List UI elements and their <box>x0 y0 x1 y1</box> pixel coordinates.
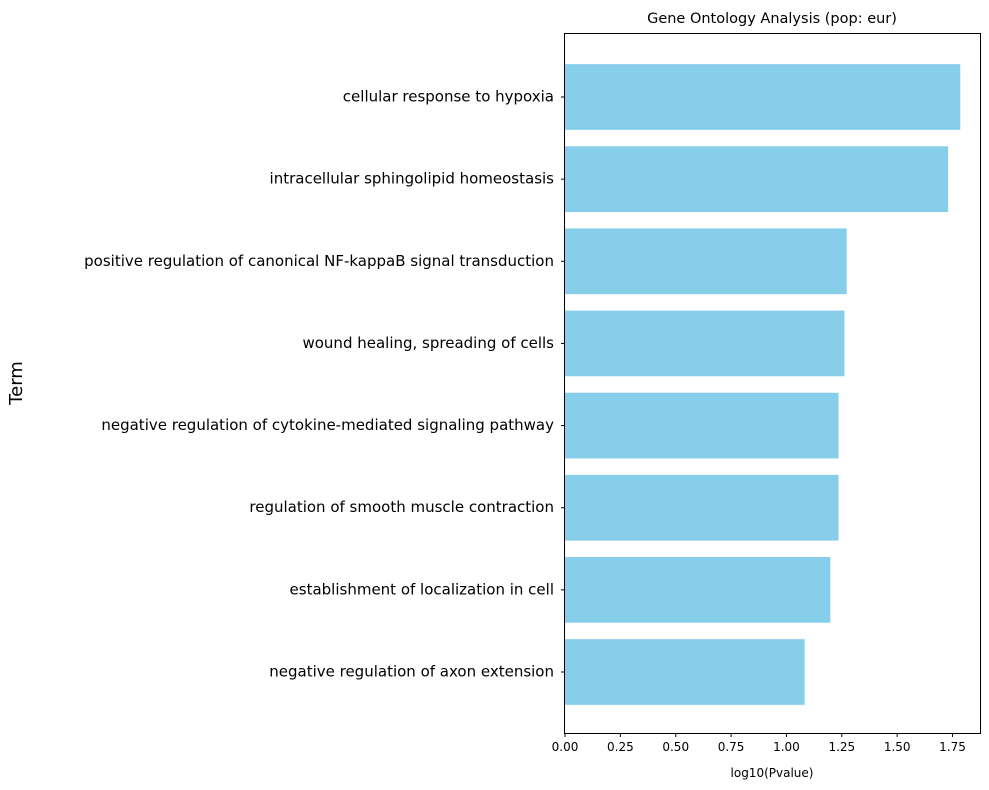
y-tick-label-4: negative regulation of cytokine-mediated… <box>101 416 554 434</box>
y-tick-label-2: positive regulation of canonical NF-kapp… <box>84 252 554 270</box>
bar-4 <box>565 392 839 459</box>
x-tick-label-1: 0.25 <box>607 740 634 754</box>
y-tick-label-7: negative regulation of axon extension <box>269 663 554 681</box>
y-axis-ticks: cellular response to hypoxia intracellula… <box>84 88 565 681</box>
bar-6 <box>565 557 831 623</box>
y-tick-label-3: wound healing, spreading of cells <box>302 334 554 352</box>
bar-5 <box>565 474 839 541</box>
bar-3 <box>565 310 845 377</box>
bar-1 <box>565 146 949 212</box>
y-tick-label-1: intracellular sphingolipid homeostasis <box>270 170 555 188</box>
x-tick-label-0: 0.00 <box>552 740 579 754</box>
bars-group <box>565 64 961 705</box>
x-tick-label-5: 1.25 <box>828 740 855 754</box>
y-axis-label: Term <box>6 361 27 406</box>
y-tick-label-5: regulation of smooth muscle contraction <box>249 498 554 516</box>
x-axis-ticks: 0.00 0.25 0.50 0.75 1.00 1.25 1.50 1.75 <box>552 733 966 754</box>
y-tick-label-6: establishment of localization in cell <box>290 580 554 598</box>
x-tick-label-4: 1.00 <box>773 740 800 754</box>
x-tick-label-6: 1.50 <box>884 740 911 754</box>
chart-title: Gene Ontology Analysis (pop: eur) <box>647 11 897 27</box>
bar-0 <box>565 64 961 130</box>
bar-2 <box>565 228 847 295</box>
x-tick-label-2: 0.50 <box>662 740 689 754</box>
x-axis-label: log10(Pvalue) <box>731 766 814 780</box>
x-tick-label-3: 0.75 <box>718 740 745 754</box>
y-tick-label-0: cellular response to hypoxia <box>343 88 554 106</box>
x-tick-label-7: 1.75 <box>939 740 966 754</box>
bar-7 <box>565 639 805 705</box>
plot-frame <box>564 33 981 734</box>
